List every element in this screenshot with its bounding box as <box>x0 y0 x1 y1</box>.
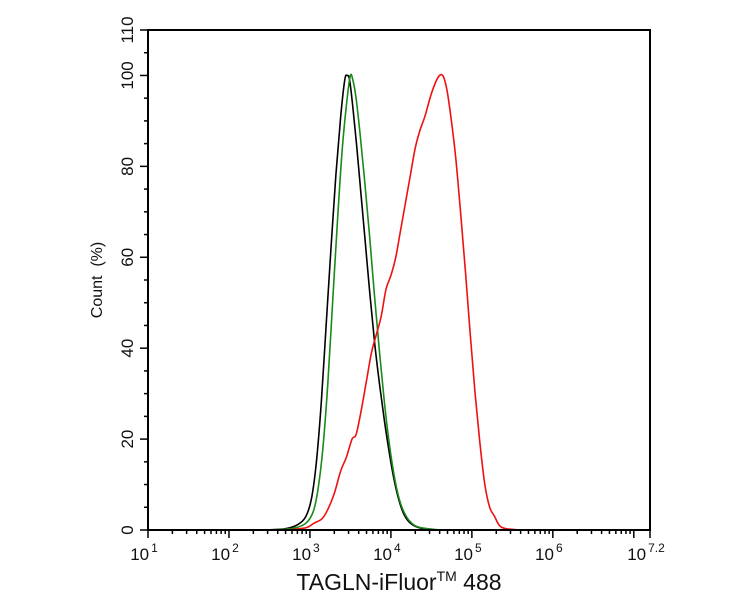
x-tick-base: 10 <box>627 545 646 564</box>
plot-border <box>147 29 651 531</box>
x-tick-exponent: 7.2 <box>648 541 665 555</box>
y-tick-label: 60 <box>118 248 137 267</box>
x-tick-label: 10 7.2 <box>627 541 665 564</box>
y-tick-label: 100 <box>118 61 137 89</box>
histogram-series-0 <box>265 74 436 531</box>
x-tick-base: 10 <box>373 545 392 564</box>
x-axis-title-tail: 488 <box>457 569 502 595</box>
x-tick-label: 10 6 <box>535 541 563 564</box>
x-axis-title: TAGLN-iFluorTM 488 <box>296 568 501 595</box>
y-axis-title: Count (%) <box>89 242 106 318</box>
x-tick-exponent: 2 <box>232 541 239 555</box>
x-axis: 10 1 10 2 10 3 10 4 10 5 10 6 10 7.2 <box>130 530 665 564</box>
y-tick-label: 80 <box>118 157 137 176</box>
x-tick-label: 10 2 <box>211 541 239 564</box>
y-tick-label: 110 <box>118 16 137 43</box>
y-tick-label: 0 <box>118 525 137 534</box>
histogram-series-1 <box>273 73 440 531</box>
x-tick-label: 10 5 <box>454 541 482 564</box>
y-tick-label: 40 <box>118 339 137 358</box>
x-tick-base: 10 <box>454 545 473 564</box>
x-tick-exponent: 1 <box>151 541 158 555</box>
y-axis: 0 20 40 60 80 100 110 <box>118 16 148 535</box>
x-axis-title-sup: TM <box>437 568 457 584</box>
x-tick-base: 10 <box>211 545 230 564</box>
y-tick-label: 20 <box>118 430 137 449</box>
x-tick-base: 10 <box>130 545 149 564</box>
x-tick-exponent: 5 <box>475 541 482 555</box>
x-tick-label: 10 4 <box>373 541 401 564</box>
histogram-series-2 <box>285 73 521 531</box>
x-tick-exponent: 4 <box>394 541 401 555</box>
x-axis-title-main: TAGLN-iFluor <box>296 569 436 595</box>
x-tick-base: 10 <box>292 545 311 564</box>
x-tick-base: 10 <box>535 545 554 564</box>
plot-frame <box>147 29 651 531</box>
x-tick-label: 10 3 <box>292 541 320 564</box>
histogram-curves <box>148 73 650 531</box>
x-tick-label: 10 1 <box>130 541 158 564</box>
x-tick-exponent: 3 <box>313 541 320 555</box>
x-tick-exponent: 6 <box>556 541 563 555</box>
